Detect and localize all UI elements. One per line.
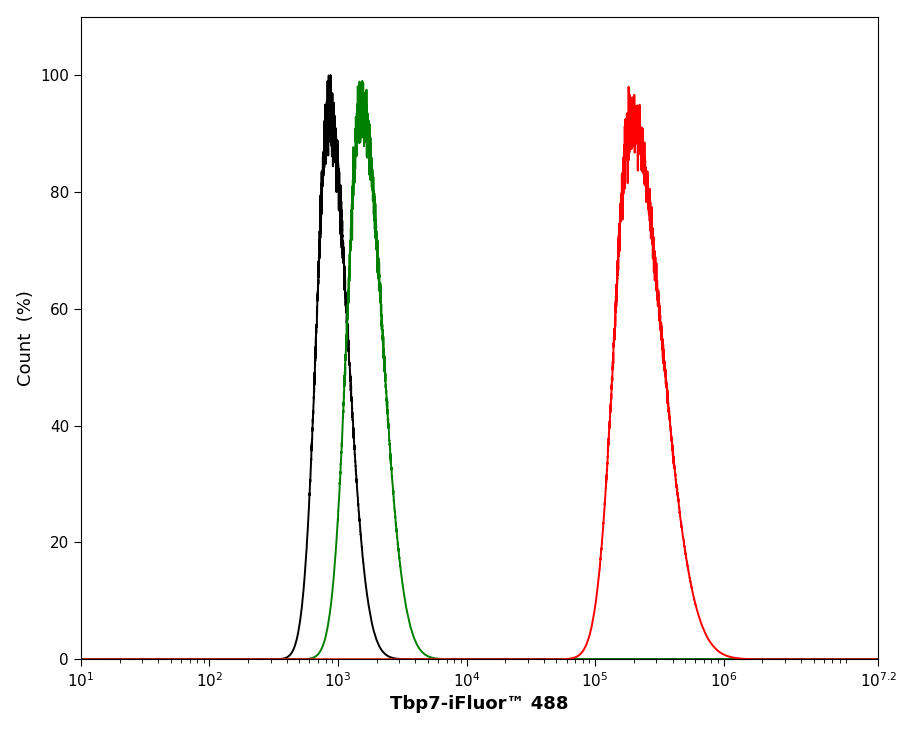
Y-axis label: Count  (%): Count (%) — [16, 290, 35, 386]
X-axis label: Tbp7-iFluor™ 488: Tbp7-iFluor™ 488 — [390, 696, 569, 713]
